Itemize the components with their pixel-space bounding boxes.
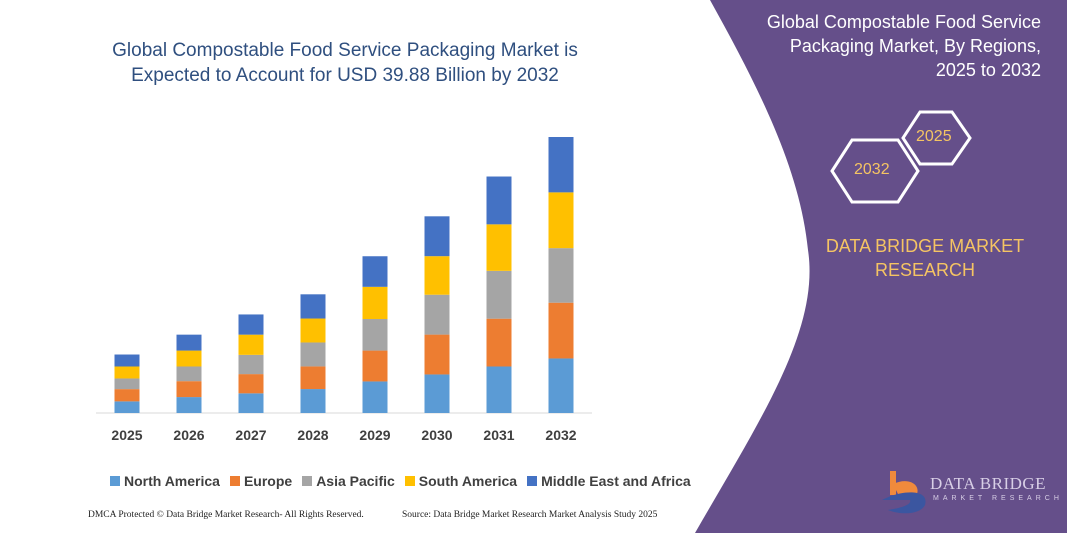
bar-2025-north-america	[114, 401, 140, 413]
bar-2029-asia-pacific	[362, 319, 388, 351]
legend-item: Europe	[229, 473, 293, 489]
hex-label-2025: 2025	[916, 128, 952, 145]
logo-icon	[882, 471, 926, 514]
hexagon-2032	[830, 138, 920, 204]
legend-item: Asia Pacific	[302, 473, 395, 489]
x-tick-labels: 2025 2026 2027 2028 2029 2030 2031 2032	[111, 427, 576, 443]
bar-2029-south-america	[362, 286, 388, 320]
bar-2025-south-america	[114, 366, 140, 379]
bar-2029-north-america	[362, 381, 388, 413]
legend: North America Europe Asia Pacific South Ame…	[110, 473, 691, 489]
legend-swatch	[527, 476, 538, 486]
bar-2032-asia-pacific	[548, 248, 574, 303]
legend-swatch	[302, 476, 313, 486]
x-tick-2031: 2031	[483, 427, 514, 443]
bar-2030-north-america	[424, 374, 450, 413]
bar-2029-middle-east-and-africa	[362, 256, 388, 287]
bar-2032-north-america	[548, 358, 574, 413]
x-tick-2028: 2028	[297, 427, 328, 443]
hex-label-2032: 2032	[854, 161, 890, 178]
panel-title: Global Compostable Food Service Packagin…	[766, 12, 1041, 80]
bar-2029-europe	[362, 350, 388, 382]
legend-swatch	[110, 476, 120, 486]
x-tick-2032: 2032	[545, 427, 576, 443]
bar-2031-north-america	[486, 366, 512, 413]
x-tick-2027: 2027	[235, 427, 266, 443]
bar-2027-asia-pacific	[238, 354, 264, 375]
legend-label: Asia Pacific	[316, 473, 395, 489]
bar-2025-asia-pacific	[114, 378, 140, 390]
legend-item: Middle East and Africa	[527, 473, 691, 489]
logo-text: DATA BRIDGE	[930, 474, 1047, 493]
legend-swatch	[229, 476, 240, 486]
legend-label: North America	[124, 473, 220, 489]
bar-2026-asia-pacific	[176, 366, 202, 382]
bar-2025-europe	[114, 389, 140, 402]
legend-swatch	[404, 476, 415, 486]
x-tick-2029: 2029	[359, 427, 390, 443]
bar-2031-europe	[486, 318, 512, 367]
bar-2030-asia-pacific	[424, 294, 450, 335]
logo-subtext: MARKET RESEARCH	[933, 495, 1063, 502]
hexagon-2025	[901, 110, 972, 166]
bar-2027-north-america	[238, 393, 264, 413]
bar-2032-south-america	[548, 192, 574, 249]
bar-2031-middle-east-and-africa	[486, 176, 512, 225]
bar-2030-south-america	[424, 256, 450, 295]
bar-2026-europe	[176, 381, 202, 398]
bar-2032-europe	[548, 302, 574, 359]
x-tick-2030: 2030	[421, 427, 452, 443]
bar-2025-middle-east-and-africa	[114, 354, 140, 367]
legend-item: North America	[110, 473, 220, 489]
legend-item: South America	[404, 473, 518, 489]
x-tick-2025: 2025	[111, 427, 142, 443]
legend-label: Europe	[243, 473, 293, 489]
bar-2028-middle-east-and-africa	[300, 294, 326, 319]
bar-2026-middle-east-and-africa	[176, 334, 202, 351]
bars	[114, 137, 574, 413]
side-panel	[695, 0, 1067, 533]
legend-label: South America	[418, 473, 518, 489]
bar-2028-south-america	[300, 318, 326, 343]
bar-2026-north-america	[176, 397, 202, 413]
bar-2030-europe	[424, 334, 450, 375]
bar-2032-middle-east-and-africa	[548, 137, 574, 193]
x-tick-2026: 2026	[173, 427, 204, 443]
chart-title: Global Compostable Food Service Packagin…	[112, 40, 578, 86]
bar-2026-south-america	[176, 350, 202, 367]
bar-2027-south-america	[238, 334, 264, 355]
bar-2028-asia-pacific	[300, 342, 326, 367]
bar-2031-asia-pacific	[486, 270, 512, 319]
bar-2028-europe	[300, 366, 326, 390]
footer-source: Source: Data Bridge Market Research Mark…	[402, 510, 658, 520]
bar-2028-north-america	[300, 389, 326, 413]
bar-2027-middle-east-and-africa	[238, 314, 264, 335]
bar-2031-south-america	[486, 224, 512, 271]
bar-2030-middle-east-and-africa	[424, 216, 450, 257]
brand-name: DATA BRIDGE MARKET RESEARCH	[825, 236, 1025, 280]
footer-copyright: DMCA Protected © Data Bridge Market Rese…	[88, 510, 364, 520]
bar-2027-europe	[238, 374, 264, 394]
legend-label: Middle East and Africa	[541, 473, 691, 489]
